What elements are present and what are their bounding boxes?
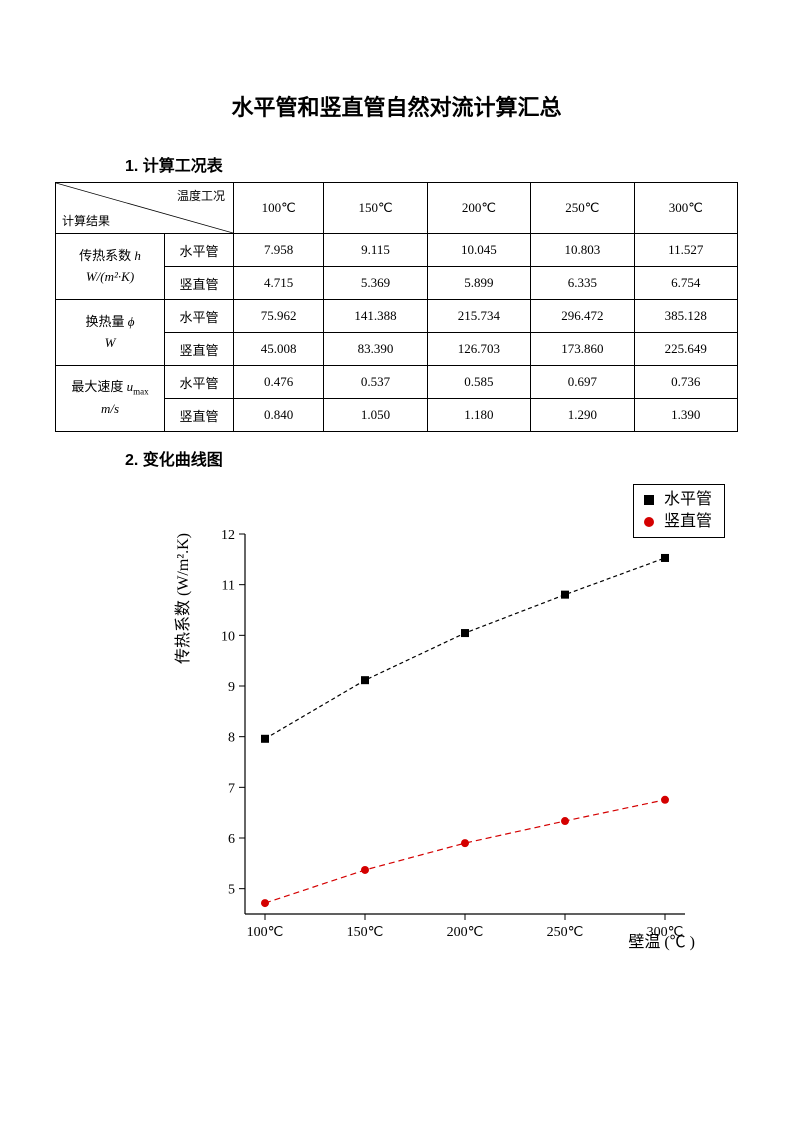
section-1-heading: 1. 计算工况表 bbox=[125, 152, 738, 176]
svg-text:12: 12 bbox=[221, 528, 235, 543]
cell: 5.899 bbox=[427, 267, 530, 300]
cell: 4.715 bbox=[234, 267, 324, 300]
cell: 141.388 bbox=[324, 300, 427, 333]
chart-svg: 56789101112100℃150℃200℃250℃300℃ bbox=[175, 484, 735, 964]
svg-text:6: 6 bbox=[228, 832, 235, 847]
cell: 0.840 bbox=[234, 399, 324, 432]
temp-col-3: 250℃ bbox=[531, 183, 634, 234]
pipe-type-v: 竖直管 bbox=[165, 399, 234, 432]
cell: 173.860 bbox=[531, 333, 634, 366]
temp-col-1: 150℃ bbox=[324, 183, 427, 234]
svg-text:8: 8 bbox=[228, 731, 235, 746]
temp-col-4: 300℃ bbox=[634, 183, 737, 234]
temp-col-0: 100℃ bbox=[234, 183, 324, 234]
cell: 5.369 bbox=[324, 267, 427, 300]
chart-legend: 水平管 竖直管 bbox=[633, 484, 725, 538]
svg-text:9: 9 bbox=[228, 680, 235, 695]
svg-text:150℃: 150℃ bbox=[347, 925, 384, 940]
cell: 0.585 bbox=[427, 366, 530, 399]
cell: 83.390 bbox=[324, 333, 427, 366]
row-label: 传热系数 hW/(m²·K) bbox=[56, 234, 165, 300]
svg-text:100℃: 100℃ bbox=[247, 925, 284, 940]
cell: 0.476 bbox=[234, 366, 324, 399]
pipe-type-v: 竖直管 bbox=[165, 267, 234, 300]
cell: 1.050 bbox=[324, 399, 427, 432]
legend-marker-square bbox=[644, 495, 654, 505]
cell: 225.649 bbox=[634, 333, 737, 366]
cell: 1.290 bbox=[531, 399, 634, 432]
section-2-heading: 2. 变化曲线图 bbox=[125, 446, 738, 470]
diagonal-header: 温度工况 计算结果 bbox=[56, 183, 234, 234]
svg-text:250℃: 250℃ bbox=[547, 925, 584, 940]
cell: 0.736 bbox=[634, 366, 737, 399]
cell: 10.803 bbox=[531, 234, 634, 267]
cell: 10.045 bbox=[427, 234, 530, 267]
svg-text:11: 11 bbox=[222, 579, 235, 594]
calculation-table: 温度工况 计算结果 100℃ 150℃ 200℃ 250℃ 300℃ 传热系数 … bbox=[55, 182, 738, 432]
pipe-type-h: 水平管 bbox=[165, 300, 234, 333]
cell: 9.115 bbox=[324, 234, 427, 267]
svg-text:7: 7 bbox=[228, 781, 235, 796]
pipe-type-h: 水平管 bbox=[165, 366, 234, 399]
cell: 0.697 bbox=[531, 366, 634, 399]
diag-bottom-label: 计算结果 bbox=[62, 212, 110, 229]
cell: 215.734 bbox=[427, 300, 530, 333]
legend-marker-circle bbox=[644, 517, 654, 527]
pipe-type-v: 竖直管 bbox=[165, 333, 234, 366]
cell: 126.703 bbox=[427, 333, 530, 366]
cell: 0.537 bbox=[324, 366, 427, 399]
cell: 1.180 bbox=[427, 399, 530, 432]
temp-col-2: 200℃ bbox=[427, 183, 530, 234]
y-axis-label: 传热系数 (W/m².K) bbox=[169, 533, 193, 664]
row-label: 最大速度 umaxm/s bbox=[56, 366, 165, 432]
cell: 11.527 bbox=[634, 234, 737, 267]
chart-container: 水平管 竖直管 56789101112100℃150℃200℃250℃300℃ … bbox=[175, 484, 735, 964]
pipe-type-h: 水平管 bbox=[165, 234, 234, 267]
svg-text:5: 5 bbox=[228, 883, 235, 898]
legend-label-0: 水平管 bbox=[664, 489, 712, 511]
cell: 6.754 bbox=[634, 267, 737, 300]
svg-text:200℃: 200℃ bbox=[447, 925, 484, 940]
x-axis-label: 壁温 (℃ ) bbox=[628, 928, 695, 952]
cell: 6.335 bbox=[531, 267, 634, 300]
row-label: 换热量 ϕW bbox=[56, 300, 165, 366]
cell: 7.958 bbox=[234, 234, 324, 267]
cell: 1.390 bbox=[634, 399, 737, 432]
cell: 385.128 bbox=[634, 300, 737, 333]
cell: 75.962 bbox=[234, 300, 324, 333]
legend-label-1: 竖直管 bbox=[664, 511, 712, 533]
cell: 296.472 bbox=[531, 300, 634, 333]
page-title: 水平管和竖直管自然对流计算汇总 bbox=[55, 90, 738, 122]
svg-text:10: 10 bbox=[221, 629, 235, 644]
diag-top-label: 温度工况 bbox=[177, 187, 225, 204]
cell: 45.008 bbox=[234, 333, 324, 366]
